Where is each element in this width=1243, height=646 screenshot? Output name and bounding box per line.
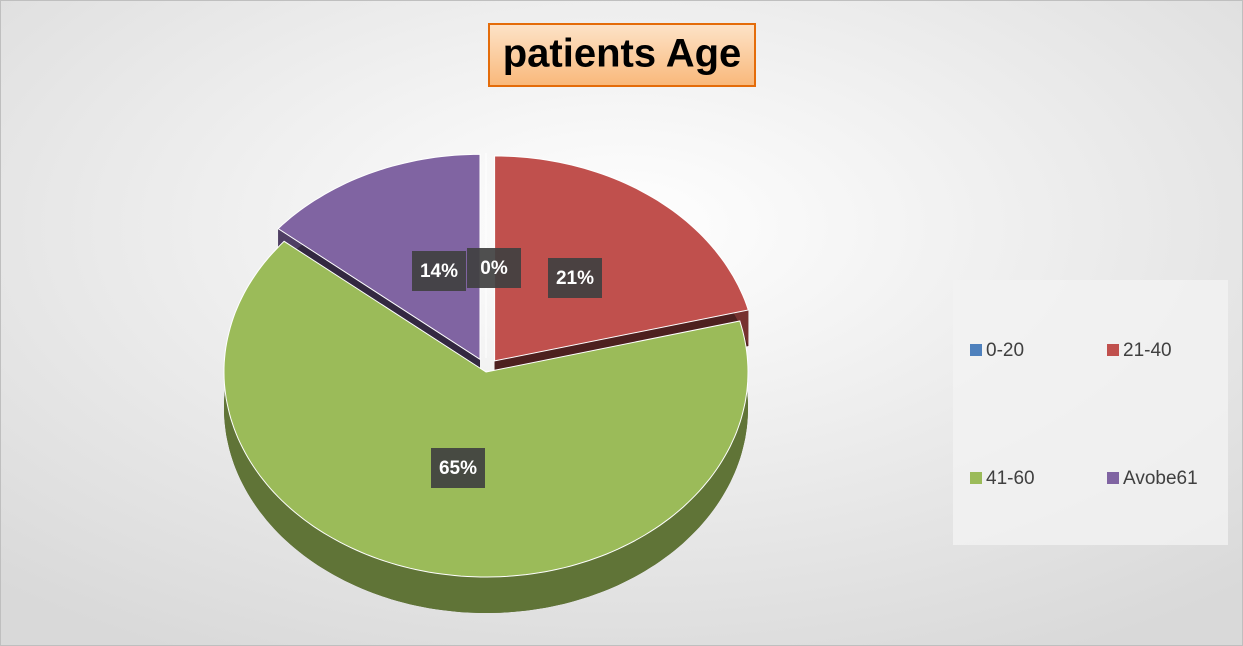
data-label-box (431, 448, 485, 488)
data-label: 21% (556, 268, 594, 289)
data-label: 65% (439, 458, 477, 479)
legend-swatch (1107, 344, 1119, 356)
title-box (488, 23, 756, 87)
legend: 0-20 21-40 41-60 Avobe61 (970, 340, 1198, 489)
legend-box (953, 280, 1228, 545)
legend-swatch (1107, 472, 1119, 484)
slice (277, 153, 481, 361)
legend-label: 41-60 (986, 468, 1035, 489)
legend-label: 0-20 (986, 340, 1024, 361)
chart-title: patients Age (503, 32, 742, 76)
data-labels: 0% 21% 65% 14% (412, 248, 602, 488)
data-label: 14% (420, 261, 458, 282)
data-label-box (548, 258, 602, 298)
legend-label: Avobe61 (1123, 468, 1198, 489)
pie (223, 153, 749, 614)
slice (494, 155, 749, 362)
slice (223, 240, 749, 578)
legend-label: 21-40 (1123, 340, 1172, 361)
legend-swatch (970, 472, 982, 484)
legend-swatch (970, 344, 982, 356)
data-label: 0% (480, 258, 508, 279)
data-label-box (412, 251, 466, 291)
data-label-box (467, 248, 521, 288)
